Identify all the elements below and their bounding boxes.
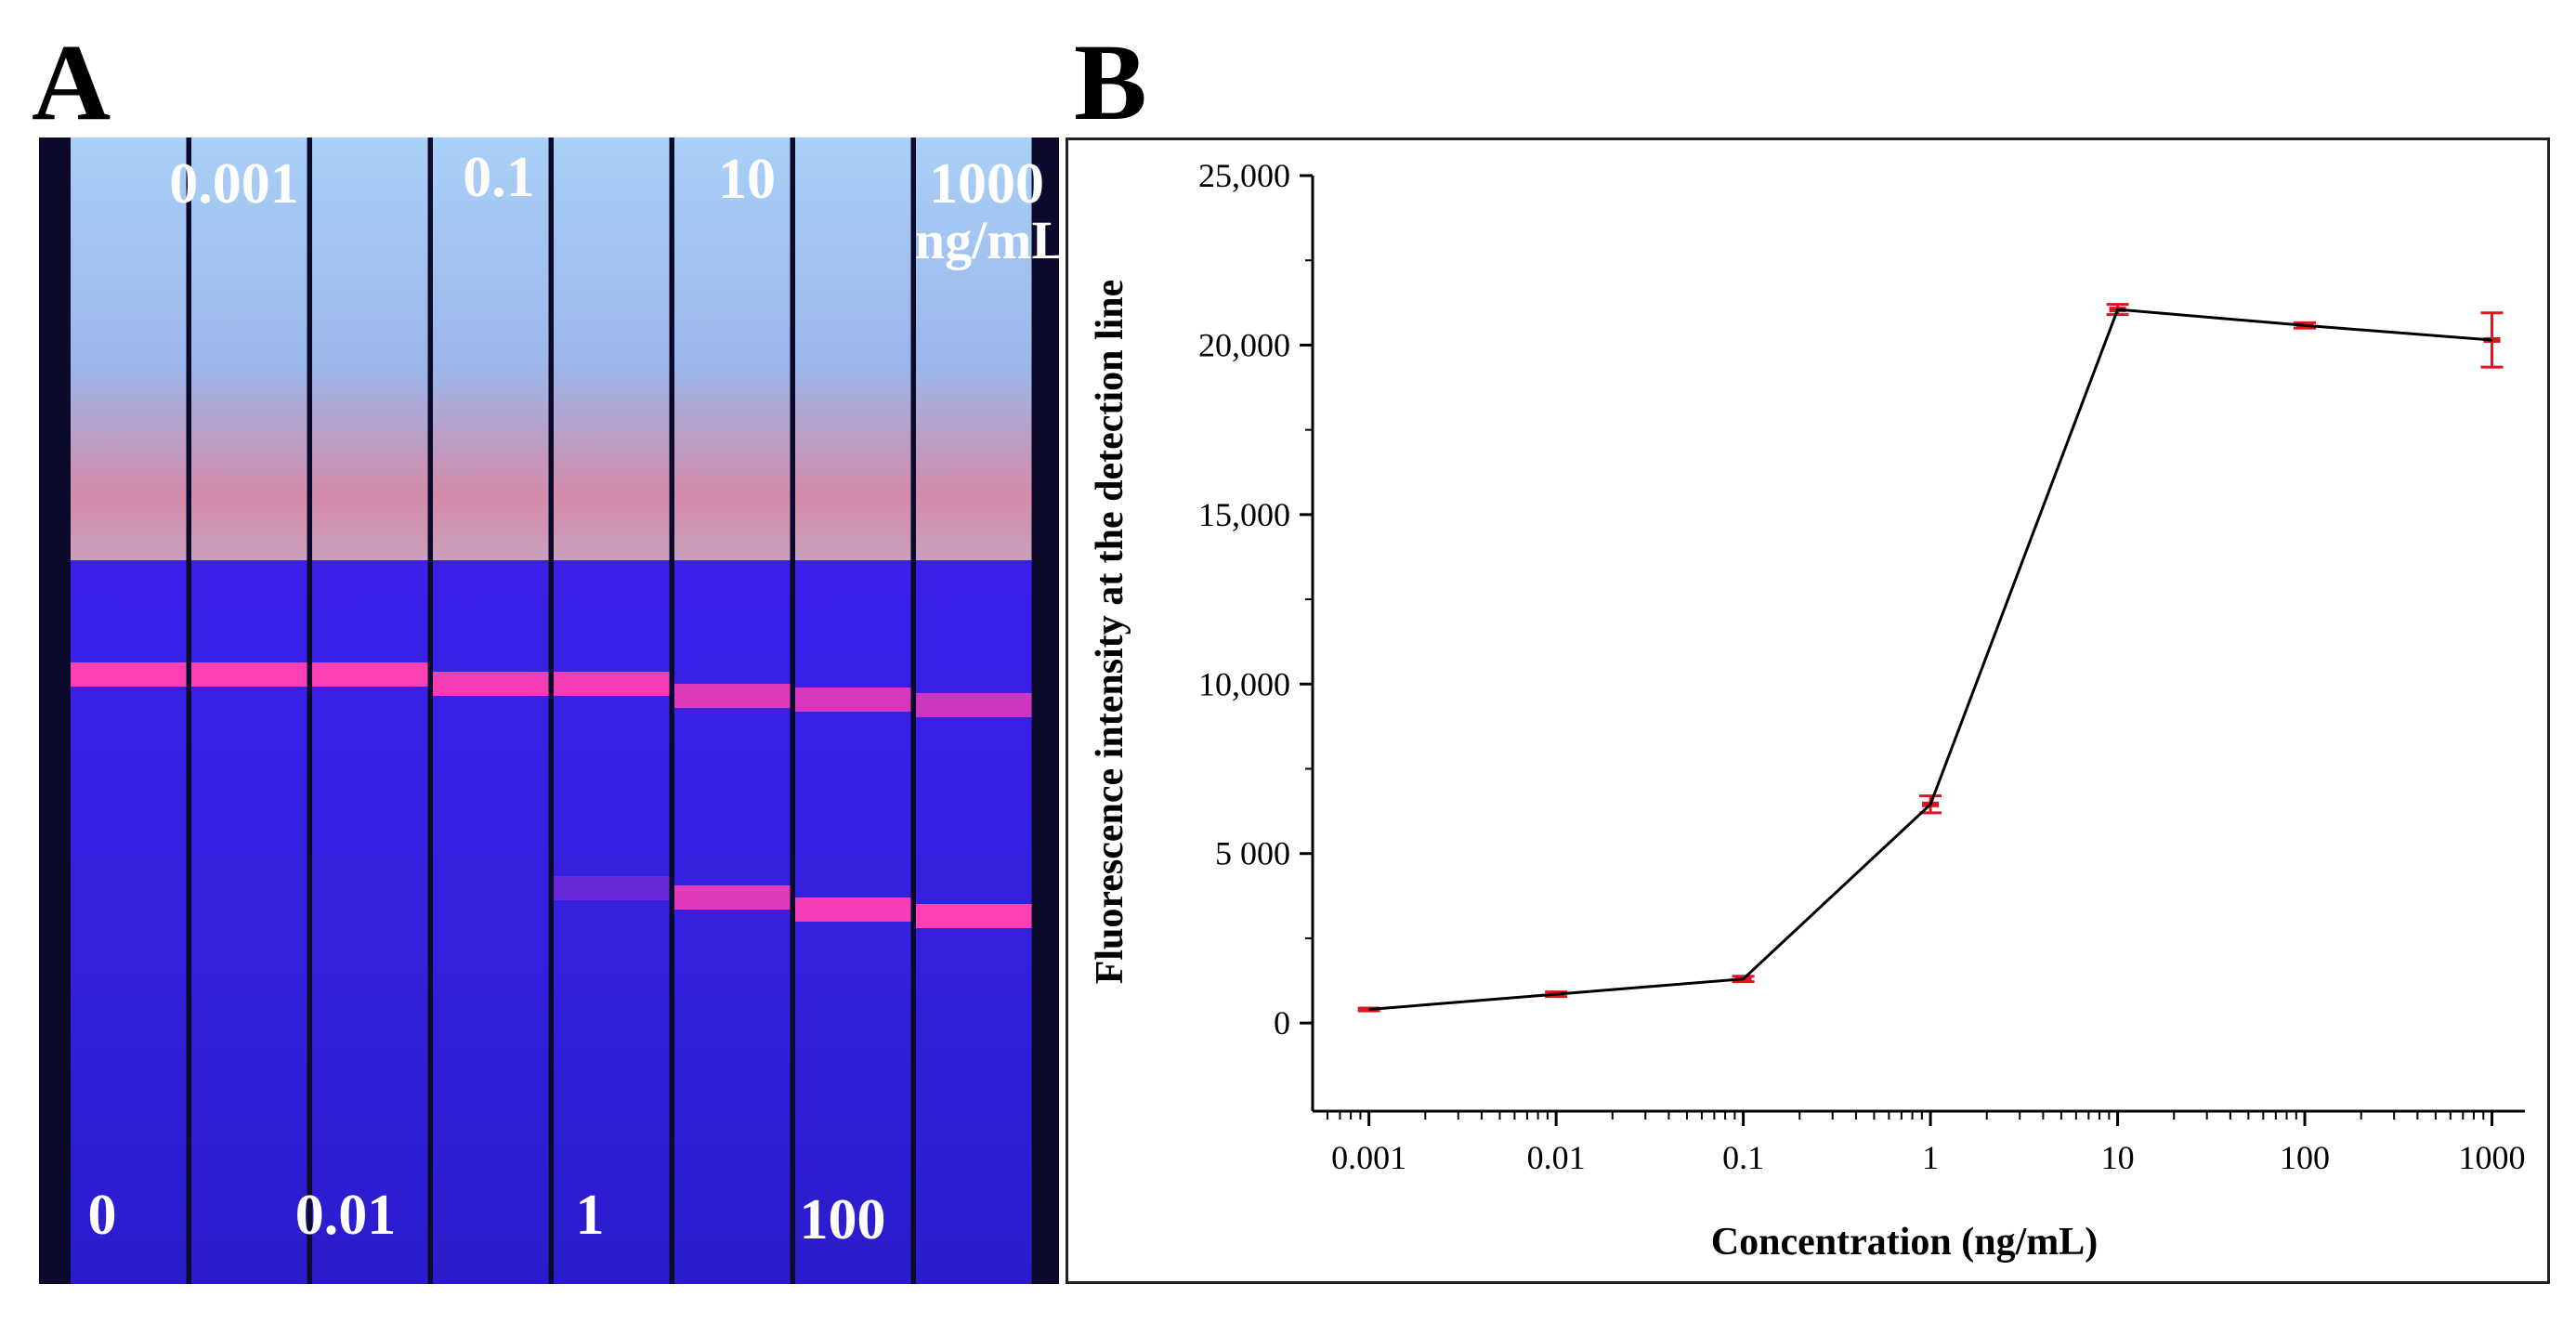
axes-group: [1311, 176, 2525, 1113]
x-tick-label: 0.1: [1722, 1139, 1764, 1176]
x-tick-label: 100: [2280, 1139, 2330, 1176]
control-band: [71, 662, 188, 687]
strip-bottom-label: 0: [88, 1184, 117, 1247]
strip-top-label: 0.1: [463, 146, 535, 209]
ticks-group: 0 5 000 10,000 15,000 20,000 25,000 0.001 0.01 0…: [1198, 157, 2526, 1176]
control-band: [916, 693, 1033, 717]
strip-bottom-label: 100: [800, 1188, 886, 1251]
x-tick-label: 1000: [2459, 1139, 2526, 1176]
control-band: [433, 672, 550, 696]
test-strip: [554, 138, 674, 1284]
test-strip: [71, 138, 191, 1284]
panel-a-label: A: [32, 21, 111, 143]
y-tick-label: 15,000: [1198, 496, 1290, 533]
y-tick-label: 20,000: [1198, 326, 1290, 363]
x-tick-label: 10: [2101, 1139, 2135, 1176]
control-band: [795, 688, 912, 712]
control-band: [554, 672, 671, 696]
test-band: [795, 897, 912, 922]
test-strip: [916, 138, 1037, 1284]
test-strip: [795, 138, 916, 1284]
test-band: [674, 885, 791, 910]
y-axis-title: Fluorescence intensity at the detection …: [1089, 280, 1131, 985]
control-band: [674, 684, 791, 708]
line-group: [1368, 308, 2492, 1011]
x-axis-title: Concentration (ng/mL): [1711, 1221, 2098, 1264]
strip-bottom-label: 0.01: [295, 1184, 397, 1247]
test-strip: [674, 138, 795, 1284]
control-band: [191, 662, 308, 687]
test-strip: [433, 138, 554, 1284]
test-strip-photo: 0.001 0.1 10 1000 ng/mL 0 0.01 1 100: [39, 138, 1059, 1284]
y-tick-label: 5 000: [1215, 835, 1290, 872]
x-tick-label: 0.01: [1527, 1139, 1586, 1176]
strip-bottom-label: 1: [576, 1184, 605, 1247]
data-point: [2483, 336, 2501, 343]
test-strip: [312, 138, 433, 1284]
y-tick-label: 0: [1274, 1004, 1290, 1041]
data-series-line: [1368, 308, 2492, 1011]
control-band: [312, 662, 429, 687]
test-band: [554, 876, 671, 900]
test-band: [916, 904, 1033, 928]
y-tick-label: 25,000: [1198, 157, 1290, 194]
data-point: [1360, 1006, 1378, 1013]
strip-unit-label: ng/mL: [915, 210, 1059, 270]
strip-labels-group: 0.001 0.1 10 1000 ng/mL 0 0.01 1 100: [88, 146, 1060, 1251]
strip-top-label: 1000: [929, 152, 1044, 216]
test-strip: [191, 138, 312, 1284]
strips-group: [71, 138, 1037, 1284]
errorbar-group: [1357, 303, 2504, 1013]
panel-b-label: B: [1074, 21, 1147, 143]
y-tick-label: 10,000: [1198, 665, 1290, 702]
x-tick-label: 0.001: [1331, 1139, 1406, 1176]
strip-top-label: 10: [718, 148, 776, 211]
strip-top-label: 0.001: [169, 152, 299, 216]
x-tick-label: 1: [1922, 1139, 1939, 1176]
error-bar: [2480, 311, 2504, 369]
